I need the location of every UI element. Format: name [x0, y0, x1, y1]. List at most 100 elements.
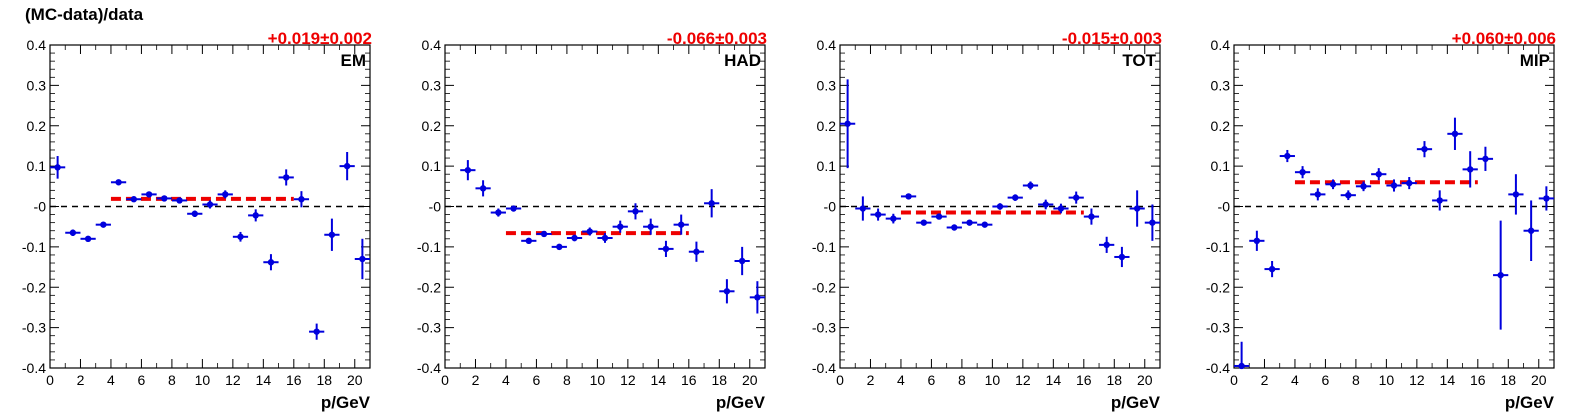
data-point — [1477, 146, 1494, 171]
data-marker — [859, 205, 867, 212]
data-marker — [1012, 194, 1019, 201]
data-point — [885, 213, 901, 224]
data-point — [840, 79, 856, 169]
data-marker — [1497, 271, 1504, 279]
data-point — [202, 200, 218, 209]
x-tick-label: 10 — [985, 372, 1001, 388]
data-marker — [1421, 145, 1428, 153]
data-marker — [176, 197, 183, 204]
data-marker — [632, 208, 639, 215]
data-marker — [206, 201, 214, 208]
data-point — [1371, 168, 1387, 181]
data-point — [734, 246, 750, 276]
panel-label: EM — [341, 51, 367, 70]
x-tick-label: 16 — [681, 372, 697, 388]
data-point — [1432, 190, 1448, 211]
x-tick-label: 10 — [590, 372, 606, 388]
data-marker — [237, 233, 244, 240]
y-tick-label: -0 — [824, 199, 837, 215]
y-tick-label: -0.1 — [417, 239, 441, 255]
data-point — [110, 179, 127, 186]
data-point — [248, 209, 264, 222]
data-point — [1038, 199, 1054, 210]
data-point — [339, 151, 355, 181]
data-point — [1340, 190, 1356, 201]
data-marker — [495, 209, 502, 216]
data-point — [597, 233, 613, 243]
data-marker — [252, 212, 259, 219]
x-tick-label: 6 — [928, 372, 936, 388]
x-tick-label: 16 — [1076, 372, 1092, 388]
data-point — [126, 196, 142, 203]
data-marker — [935, 213, 943, 220]
y-tick-label: -0.3 — [812, 320, 836, 336]
y-tick-label: -0.2 — [1206, 279, 1230, 295]
data-point — [946, 224, 962, 231]
data-point — [1523, 200, 1539, 262]
x-tick-label: 6 — [138, 372, 146, 388]
x-tick-label: 18 — [1500, 372, 1516, 388]
data-marker — [951, 224, 958, 231]
y-tick-label: -0.4 — [417, 360, 441, 376]
data-point — [582, 227, 598, 236]
data-point — [1279, 149, 1295, 163]
data-marker — [1027, 182, 1034, 189]
data-point — [870, 208, 886, 221]
x-tick-label: 12 — [1409, 372, 1425, 388]
data-marker — [540, 230, 548, 238]
panel-label: HAD — [724, 51, 761, 70]
data-marker — [1103, 241, 1110, 249]
data-marker — [920, 219, 928, 226]
data-point — [961, 219, 978, 226]
x-tick-label: 2 — [1261, 372, 1269, 388]
data-marker — [738, 257, 746, 265]
y-tick-label: 0.2 — [817, 118, 837, 134]
x-tick-label: 8 — [563, 372, 571, 388]
y-axis-title: (MC-data)/data — [25, 5, 144, 24]
chart-panel-tot: -0.4 -0.3 -0.2 -0.1 -0 0.1 0.2 0.3 0.4 0 2 4 6 8 10 12 1… — [812, 29, 1162, 412]
y-tick-label: -0.2 — [812, 279, 836, 295]
data-point — [187, 210, 203, 217]
x-tick-label: 6 — [533, 372, 541, 388]
data-point — [1053, 203, 1069, 214]
y-tick-label: 0.3 — [422, 77, 442, 93]
data-marker — [1527, 227, 1535, 234]
data-point — [855, 196, 871, 221]
data-marker — [525, 237, 533, 245]
data-marker — [313, 328, 320, 335]
data-point — [278, 169, 294, 186]
data-point — [688, 241, 705, 262]
data-marker — [100, 221, 107, 228]
data-point — [1249, 230, 1265, 251]
y-tick-label: -0 — [1218, 199, 1231, 215]
y-tick-label: -0 — [429, 199, 442, 215]
data-marker — [328, 231, 336, 238]
y-tick-label: -0.2 — [22, 279, 46, 295]
data-marker — [1482, 155, 1489, 163]
x-tick-label: 14 — [256, 372, 272, 388]
data-point — [1355, 181, 1372, 192]
x-tick-label: 0 — [1230, 372, 1238, 388]
y-tick-label: 0.4 — [27, 37, 47, 53]
x-tick-label: 20 — [347, 372, 363, 388]
data-marker — [874, 211, 882, 218]
data-point — [1325, 179, 1341, 190]
data-point — [658, 240, 674, 257]
data-marker — [1253, 237, 1261, 245]
x-tick-label: 4 — [897, 372, 905, 388]
data-marker — [556, 243, 563, 251]
data-marker — [191, 210, 198, 217]
data-point — [217, 190, 233, 199]
y-tick-label: -0.3 — [22, 320, 46, 336]
chart-panel-mip: -0.4 -0.3 -0.2 -0.1 -0 0.1 0.2 0.3 0.4 0 2 4 6 8 10 12 1… — [1206, 29, 1556, 412]
data-point — [171, 197, 188, 204]
x-tick-label: 18 — [316, 372, 332, 388]
data-point — [1007, 194, 1023, 201]
data-marker — [343, 162, 351, 170]
x-tick-label: 18 — [711, 372, 727, 388]
x-tick-label: 20 — [1531, 372, 1547, 388]
data-point — [1114, 246, 1130, 268]
x-tick-label: 4 — [502, 372, 510, 388]
x-tick-label: 8 — [168, 372, 176, 388]
